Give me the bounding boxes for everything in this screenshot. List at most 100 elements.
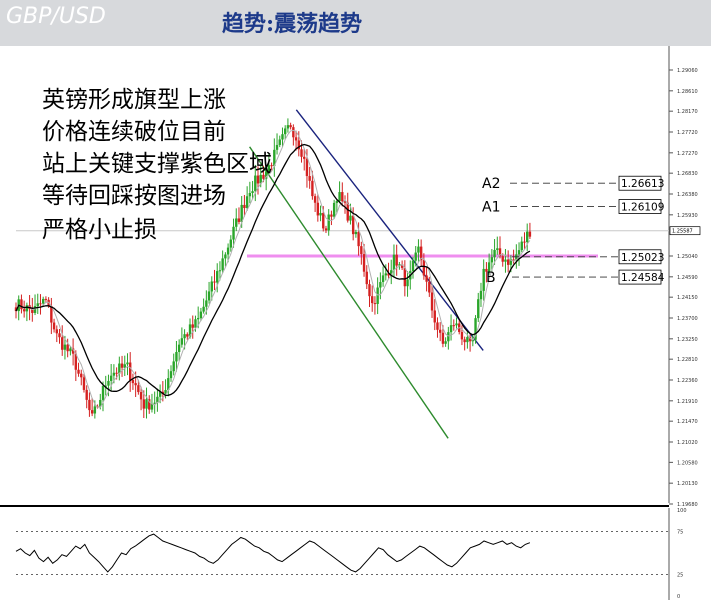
candle-body [221,258,224,271]
header-bar: GBP/USD 趋势:震荡趋势 [0,0,711,46]
level-value-label: 1.24584 [621,272,665,284]
candle-body [61,337,64,350]
level-value-box [618,199,662,214]
price-tick-label: 1.24150 [677,295,698,301]
candle-body [504,259,507,262]
candle-body [313,196,317,203]
oscillator-panel: 100 75 25 0 [15,508,687,600]
price-tick-label: 1.27720 [677,130,698,136]
candle-body [428,281,431,293]
trend-channel-group [249,109,484,439]
candle-body [493,249,496,258]
candle-body [82,377,86,390]
candle-body [362,254,366,272]
candle-body [137,385,140,393]
candle-body [99,399,102,407]
candle-body [438,329,442,333]
candle-body [332,202,336,217]
candle-body [126,362,129,365]
candle-body [194,319,197,328]
candle-body [485,268,488,272]
candle-body [232,226,235,240]
candle-body [259,174,262,184]
price-tick-label: 1.27270 [677,151,698,157]
candle-body [50,305,53,323]
candle-body [319,212,322,216]
candle-body [188,324,192,337]
candle-body [286,125,290,129]
candle-body [262,174,265,179]
price-axis-ticks: 1.29060 1.28610 1.28170 1.27720 1.27270 1.268… [16,68,701,508]
candle-body [153,402,156,404]
candle-body [158,391,162,397]
price-tick-label: 1.22810 [677,357,698,363]
candle-body [33,306,37,313]
candle-body [414,252,417,261]
candle-body [419,246,423,261]
candlesticks-group [14,118,532,419]
candle-body [482,268,485,291]
candle-body [71,348,75,354]
candle-body [55,329,58,334]
candle-body [80,373,83,378]
candle-body [172,361,175,372]
candle-body [224,254,227,259]
candle-body [150,403,154,410]
candle-body [387,273,390,276]
candle-body [52,322,56,330]
candle-body [218,270,222,272]
price-panel: 1.29060 1.28610 1.28170 1.27720 1.27270 1.268… [14,46,701,508]
candle-body [433,310,436,323]
candle-body [395,254,398,266]
channel-upper-line [295,109,484,351]
level-value-label: 1.26109 [621,202,664,214]
price-tick-label: 1.28170 [677,109,698,115]
candle-body [343,201,347,203]
candle-body [22,309,26,312]
target-levels-group: A2 1.26613 A1 1.26109 1.25023 1.24584 B [482,175,665,286]
candle-body [379,282,382,288]
candle-body [104,385,107,387]
price-tick-label: 1.23250 [677,337,698,343]
candle-body [308,176,311,181]
price-tick-label: 1.25930 [677,213,698,219]
note-line-5: 严格小止损 [42,217,157,243]
candle-body [139,392,143,400]
candle-body [351,215,355,235]
candle-body [373,303,377,305]
candle-body [248,192,252,197]
candle-body [436,322,439,330]
price-tick-label: 1.26830 [677,171,698,177]
candle-body [115,372,118,374]
candle-body [441,332,445,344]
candle-body [164,390,167,394]
moving-average-slow-line [15,143,531,397]
candle-body [417,246,420,253]
candle-body [25,305,29,312]
candle-body [294,137,298,141]
candle-body [452,325,455,327]
candle-body [322,212,325,229]
price-tick-label: 1.23700 [677,316,698,322]
level-value-box [618,175,662,191]
candle-body [107,380,110,386]
candle-body [490,257,494,263]
candle-body [292,127,295,138]
candle-body [341,192,344,202]
candle-body [523,241,526,243]
price-tick-label: 1.21910 [677,399,698,405]
oscillator-tick-label: 100 [677,508,687,514]
candle-body [430,292,434,311]
candle-body [447,332,450,342]
level-value-box [618,249,662,265]
candle-body [460,331,464,340]
candle-body [270,165,273,167]
candle-body [311,180,314,197]
candle-body [213,281,216,283]
level-name-label: A1 [482,200,500,216]
candle-body [526,231,529,243]
candle-body [134,383,137,386]
candle-body [398,264,401,266]
candle-body [324,228,328,231]
price-tick-label: 1.26380 [677,192,698,198]
